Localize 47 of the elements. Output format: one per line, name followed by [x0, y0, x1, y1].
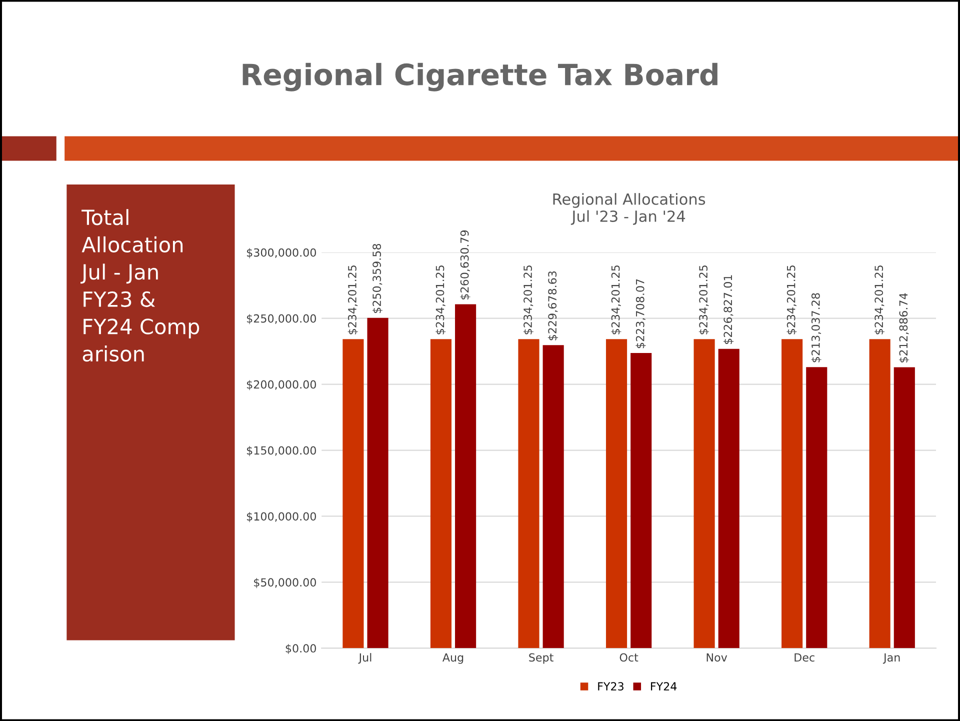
bar — [455, 304, 476, 648]
y-tick-label: $200,000.00 — [246, 380, 316, 390]
chart-subtitle: Regional Allocations Jul '23 - Jan '24 — [553, 193, 706, 225]
y-tick-label: $0.00 — [286, 644, 316, 654]
legend-label: FY24 — [651, 682, 677, 690]
bar — [894, 367, 915, 648]
data-label: $234,201.25 — [874, 265, 885, 334]
bar — [694, 339, 715, 648]
bar — [518, 339, 540, 648]
data-label: $212,886.74 — [899, 293, 910, 362]
x-tick-label: Dec — [794, 653, 814, 662]
data-label: $234,201.25 — [348, 265, 358, 334]
data-label: $250,359.58 — [372, 244, 382, 313]
bar — [718, 348, 740, 648]
data-label: $234,201.25 — [611, 265, 622, 334]
x-tick-label: Jan — [882, 653, 900, 664]
bar — [367, 318, 388, 648]
bar — [430, 339, 452, 648]
x-tick-label: Jul — [358, 653, 372, 664]
bar — [806, 367, 828, 648]
bar — [342, 339, 364, 648]
text: Total Allocation Jul - Jan FY23 & FY24 Comp arison — [80, 209, 200, 362]
x-tick-label: Nov — [706, 653, 728, 662]
data-label: $234,201.25 — [436, 265, 446, 334]
x-tick-label: Aug — [442, 653, 464, 664]
data-label: $226,827.01 — [723, 275, 734, 344]
data-label: $213,037.28 — [811, 293, 822, 362]
bar — [630, 353, 652, 648]
data-label: $229,678.63 — [548, 271, 558, 340]
y-tick-label: $50,000.00 — [254, 578, 316, 588]
data-label: $260,630.79 — [460, 230, 470, 300]
chart-title: Regional Cigarette Tax Board — [242, 62, 718, 92]
data-label: $234,201.25 — [698, 265, 709, 334]
bar — [782, 339, 803, 648]
x-tick-label: Sept — [529, 653, 554, 664]
data-label: $234,201.25 — [786, 265, 797, 334]
data-label: $234,201.25 — [523, 265, 534, 334]
data-label: $223,708.07 — [636, 279, 646, 348]
bar — [606, 339, 628, 648]
y-tick-label: $300,000.00 — [246, 248, 316, 258]
y-tick-label: $100,000.00 — [246, 512, 316, 522]
y-tick-label: $150,000.00 — [246, 446, 316, 456]
x-tick-label: Oct — [620, 653, 638, 662]
bar — [542, 345, 564, 648]
y-tick-label: $250,000.00 — [246, 314, 316, 324]
bar — [869, 339, 890, 648]
legend-label: FY23 — [598, 682, 624, 691]
